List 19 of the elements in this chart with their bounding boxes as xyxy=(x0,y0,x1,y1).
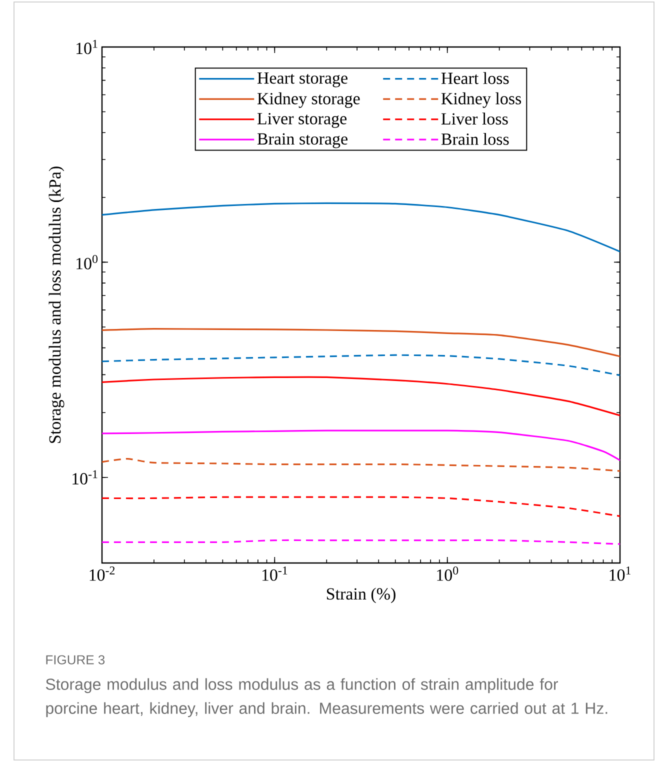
legend-label: Kidney storage xyxy=(257,92,360,108)
legend-label: Kidney loss xyxy=(441,92,522,108)
legend-label: Brain storage xyxy=(257,133,348,148)
y-tick-label: 10$^{0}$ xyxy=(76,255,98,270)
x-tick-label: 10$^{-1}$ xyxy=(262,566,288,581)
x-tick-label: 10$^{-2}$ xyxy=(90,566,115,581)
legend-label: Heart storage xyxy=(257,72,348,88)
x-tick-label: 10$^{1}$ xyxy=(610,566,631,581)
legend-label: Brain loss xyxy=(441,132,509,145)
y-tick-label: 10$^{1}$ xyxy=(76,40,98,54)
text: Storage modulus and loss modulus as a function of strain amplitude for porcine heart, kidney, liver and brain. Measurements were carried out at 1 Hz. xyxy=(46,678,608,718)
legend-label: Heart loss xyxy=(441,72,509,84)
x-tick-label: 10$^{0}$ xyxy=(437,566,458,581)
x-axis-title: Strain (%) xyxy=(326,588,396,604)
y-tick-label: 10$^{-1}$ xyxy=(72,470,98,485)
y-axis-title: Storage modulus and loss modulus (kPa) xyxy=(48,166,64,443)
legend-label: Liver storage xyxy=(257,112,347,128)
legend-label: Liver loss xyxy=(441,112,508,125)
caption: FIGURE 3 xyxy=(46,655,105,664)
